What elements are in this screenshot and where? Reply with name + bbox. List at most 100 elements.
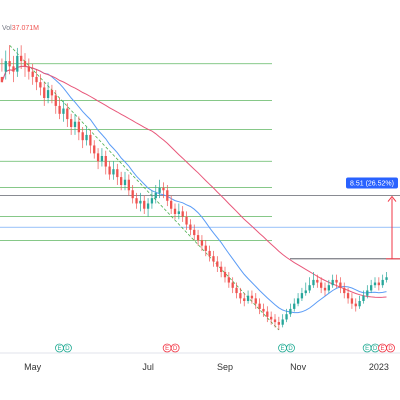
earnings-marker-d-circle (170, 343, 180, 353)
candle-body (212, 256, 215, 262)
candle-body (262, 308, 265, 312)
candle-body (346, 293, 350, 299)
earnings-marker-e-text: E (165, 346, 169, 352)
candle-body (20, 55, 23, 62)
candle-body (77, 121, 80, 133)
candle-body (254, 298, 257, 304)
x-tick-label: Nov (290, 362, 307, 372)
measure-label-background (346, 177, 398, 189)
moving-averages (1, 65, 387, 314)
candle-body (27, 66, 30, 72)
candle-body (127, 179, 130, 191)
candle-body (139, 200, 142, 204)
moving-average-slow (1, 65, 387, 298)
candle-body (381, 279, 384, 286)
candle-body (181, 211, 184, 217)
candle-body (81, 132, 84, 141)
measure-arrow-head (387, 195, 397, 202)
candle-body (366, 290, 369, 296)
measure-tool[interactable]: 8.51 (26.52%) (346, 177, 400, 260)
candle-body (327, 285, 330, 291)
candle-body (243, 298, 246, 301)
candle-body (266, 311, 269, 317)
x-tick-label: Sep (217, 362, 233, 372)
candle-body (8, 61, 11, 67)
candle-body (16, 55, 19, 72)
candle-body (296, 298, 300, 304)
candle-body (258, 303, 261, 309)
candle-body (312, 279, 315, 286)
candle-body (304, 290, 307, 294)
candle-body (316, 279, 319, 283)
x-tick-label: Jul (142, 362, 154, 372)
candle-body (239, 293, 242, 299)
candle-body (270, 316, 273, 320)
measure-label: 8.51 (26.52%) (350, 181, 394, 188)
candle-body (35, 76, 38, 83)
candle-body (216, 261, 219, 267)
earnings-marker-d-text: D (373, 346, 378, 352)
candle-body (339, 282, 342, 288)
earnings-marker-e-text: E (57, 346, 61, 352)
earnings-marker-d-circle (286, 343, 295, 353)
trendline-dashed (9, 44, 280, 331)
candle-body (31, 71, 34, 77)
candle-body (73, 121, 77, 127)
candle-body (70, 119, 73, 127)
earnings-marker-d-text: D (173, 346, 178, 352)
candle-body (300, 293, 304, 299)
earnings-marker-d-circle (63, 343, 72, 353)
candle-body (146, 203, 150, 209)
candle-body (43, 87, 46, 98)
earnings-marker-d-circle (386, 343, 395, 353)
candle-body (277, 322, 280, 325)
candle-body (135, 198, 138, 204)
candle-body (131, 190, 134, 199)
candle-body (189, 224, 192, 230)
candle-body (39, 82, 42, 88)
horizontal-levels (0, 63, 400, 260)
candle-body (143, 200, 146, 209)
candle-body (154, 192, 157, 199)
candle-body (104, 156, 107, 167)
candle-body (220, 266, 223, 272)
earnings-marker-d-text: D (288, 346, 293, 352)
candle-body (112, 169, 115, 175)
candle-body (246, 295, 250, 301)
candle-body (323, 287, 327, 291)
candle-body (350, 298, 354, 304)
candle-body (108, 166, 111, 175)
earnings-marker-d-text: D (388, 346, 393, 352)
candle-body (120, 177, 123, 185)
candle-body (66, 108, 69, 120)
candle-body (362, 295, 365, 301)
candle-body (358, 301, 361, 307)
candle-body (331, 279, 334, 286)
candle-body (370, 285, 373, 291)
earnings-marker-e-text: E (281, 346, 285, 352)
candle-body (385, 277, 388, 280)
candle-body (58, 105, 61, 114)
candle-body (166, 190, 169, 201)
candle-body (250, 295, 254, 299)
candle-body (235, 287, 238, 294)
x-tick-label: May (24, 362, 42, 372)
candle-body (96, 153, 100, 162)
candle-body (23, 61, 27, 67)
moving-average-fast (1, 65, 387, 314)
candle-body (354, 303, 357, 307)
candle-body (158, 187, 161, 193)
trendline-layer (9, 44, 280, 331)
candle-body (89, 134, 92, 146)
x-tick-label: 2023 (369, 362, 389, 372)
candle-body (162, 187, 165, 191)
candle-body (320, 282, 323, 288)
